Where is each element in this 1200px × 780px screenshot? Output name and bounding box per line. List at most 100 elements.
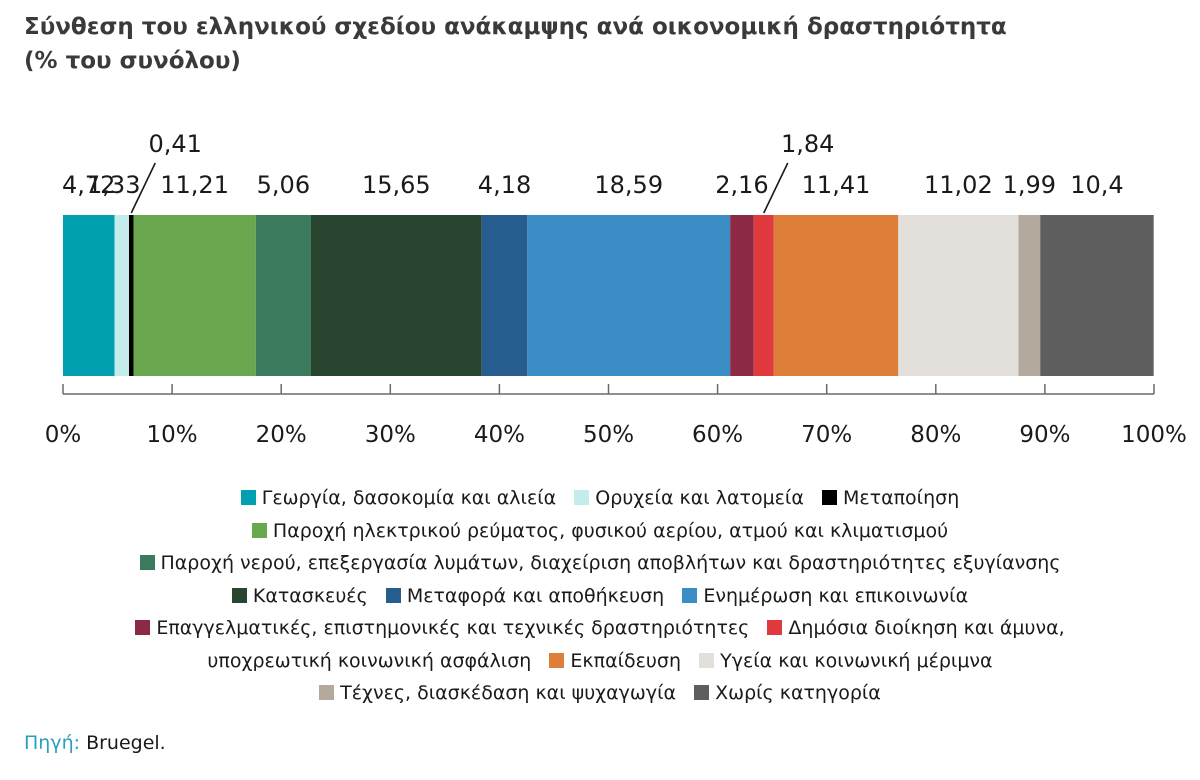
legend-swatch <box>139 555 155 570</box>
leader-lines <box>130 162 789 214</box>
legend-item: Παροχή ηλεκτρικού ρεύματος, φυσικού αερί… <box>251 515 949 548</box>
legend-label: Δημόσια διοίκηση και άμυνα, <box>788 617 1065 639</box>
value-label: 5,06 <box>257 171 310 199</box>
leader-line <box>130 162 156 214</box>
legend-line: Επαγγελματικές, επιστημονικές και τεχνικ… <box>0 612 1200 645</box>
bar-segment <box>114 215 130 376</box>
x-axis: 0% 10% 20% 30% 40% 50% 60% 70% 80% 90% 100% <box>45 384 1187 448</box>
legend-item: Τέχνες, διασκέδαση και ψυχαγωγία <box>319 677 676 710</box>
x-tick-label: 20% <box>256 422 307 448</box>
legend-label: Ενημέρωση και επικοινωνία <box>703 584 969 607</box>
legend-swatch <box>251 522 267 538</box>
legend-label: Παροχή ηλεκτρικού ρεύματος, φυσικού αερί… <box>272 519 949 542</box>
bar-segments <box>63 215 1154 376</box>
legend-swatch <box>319 685 335 700</box>
legend-label: Χωρίς κατηγορία <box>715 682 881 704</box>
legend-swatch <box>231 587 247 603</box>
legend-line: Παροχή ηλεκτρικού ρεύματος, φυσικού αερί… <box>0 515 1200 548</box>
value-label: 0,41 <box>149 130 202 158</box>
legend-item: Ενημέρωση και επικοινωνία <box>682 580 968 613</box>
legend-swatch <box>767 620 783 635</box>
value-label: 2,16 <box>715 171 768 199</box>
x-tick-label: 10% <box>147 422 198 448</box>
bar-segment <box>1018 215 1041 376</box>
legend-label: Κατασκευές <box>252 584 368 607</box>
legend-item: Γεωργία, δασοκομία και αλιεία <box>240 482 557 515</box>
bar-segment <box>898 215 1019 376</box>
legend-item: Χωρίς κατηγορία <box>694 677 881 710</box>
legend-label: Τέχνες, διασκέδαση και ψυχαγωγία <box>340 682 677 704</box>
value-label: 1,33 <box>87 171 140 199</box>
legend-swatch <box>385 587 401 603</box>
source-note: Πηγή: Bruegel. <box>24 732 166 754</box>
legend-swatch <box>240 490 256 505</box>
legend-line: Κατασκευές Μεταφορά και αποθήκευση Ενημέ… <box>0 580 1200 613</box>
legend-label: Μεταφορά και αποθήκευση <box>406 584 665 607</box>
legend-swatch <box>699 652 715 668</box>
x-tick-label: 60% <box>692 422 743 448</box>
legend-label: Υγεία και κοινωνική μέριμνα <box>720 649 993 672</box>
legend-label: Επαγγελματικές, επιστημονικές και τεχνικ… <box>156 617 750 639</box>
value-label: 10,4 <box>1070 171 1123 199</box>
legend-item: Κατασκευές <box>231 580 368 613</box>
stacked-bar-chart: 4,721,33 0,41 11,21 5,06 15,65 4,18 18,59 2,16 1… <box>45 130 1187 448</box>
legend-item: Υγεία και κοινωνική μέριμνα <box>699 645 993 678</box>
source-text: Bruegel. <box>86 732 166 754</box>
leader-line <box>763 162 789 214</box>
legend-item: Παροχή νερού, επεξεργασία λυμάτων, διαχε… <box>139 547 1061 580</box>
legend-swatch <box>694 685 710 700</box>
value-label: 11,41 <box>802 171 871 199</box>
value-label: 1,99 <box>1003 171 1056 199</box>
legend-swatch <box>682 587 698 603</box>
legend-swatch <box>574 490 590 505</box>
legend-swatch <box>821 490 837 505</box>
legend-label: Μεταποίηση <box>842 487 960 509</box>
bar-segment <box>63 215 115 376</box>
bar-segment <box>1040 215 1154 376</box>
legend-swatch <box>135 620 151 635</box>
legend-label: Ορυχεία και λατομεία <box>595 487 804 509</box>
legend-item: Μεταφορά και αποθήκευση <box>385 580 665 613</box>
legend-item: υποχρεωτική κοινωνική ασφάλιση <box>207 645 531 678</box>
value-label: 4,72 <box>62 171 115 199</box>
value-label: 4,18 <box>478 171 531 199</box>
x-tick-label: 0% <box>45 422 82 448</box>
chart-title: Σύνθεση του ελληνικού σχεδίου ανάκαμψης … <box>24 10 1007 78</box>
bar-segment <box>527 215 731 376</box>
legend-line: Γεωργία, δασοκομία και αλιεία Ορυχεία κα… <box>0 482 1200 515</box>
value-label: 11,21 <box>160 171 229 199</box>
legend-label: Παροχή νερού, επεξεργασία λυμάτων, διαχε… <box>160 552 1061 574</box>
legend: Γεωργία, δασοκομία και αλιεία Ορυχεία κα… <box>0 482 1200 710</box>
bar-segment <box>773 215 899 376</box>
x-tick-label: 90% <box>1019 422 1070 448</box>
legend-swatch <box>549 652 565 668</box>
legend-item: Ορυχεία και λατομεία <box>574 482 804 515</box>
x-tick-label: 80% <box>910 422 961 448</box>
legend-line: Παροχή νερού, επεξεργασία λυμάτων, διαχε… <box>0 547 1200 580</box>
legend-line: Τέχνες, διασκέδαση και ψυχαγωγία Χωρίς κ… <box>0 677 1200 710</box>
legend-item: Μεταποίηση <box>821 482 960 515</box>
x-tick-label: 70% <box>801 422 852 448</box>
legend-line: υποχρεωτική κοινωνική ασφάλιση Εκπαίδευσ… <box>0 645 1200 678</box>
value-label: 11,02 <box>924 171 993 199</box>
bar-segment <box>730 215 754 376</box>
x-tick-label: 100% <box>1121 422 1187 448</box>
legend-item: Δημόσια διοίκηση και άμυνα, <box>767 612 1065 645</box>
legend-label: Εκπαίδευση <box>570 649 681 672</box>
x-tick-label: 50% <box>583 422 634 448</box>
value-label: 18,59 <box>594 171 663 199</box>
x-tick-label: 40% <box>474 422 525 448</box>
bar-segment <box>133 215 256 376</box>
value-labels: 4,721,33 0,41 11,21 5,06 15,65 4,18 18,59 2,16 1… <box>62 130 1124 199</box>
legend-label: υποχρεωτική κοινωνική ασφάλιση <box>207 649 532 672</box>
value-label: 1,84 <box>781 130 834 158</box>
legend-label: Γεωργία, δασοκομία και αλιεία <box>261 487 557 509</box>
bar-segment <box>255 215 311 376</box>
bar-segment <box>310 215 482 376</box>
source-label: Πηγή: <box>24 732 81 754</box>
value-label: 15,65 <box>362 171 431 199</box>
chart-title-line1: Σύνθεση του ελληνικού σχεδίου ανάκαμψης … <box>24 14 1007 40</box>
bar-segment <box>481 215 528 376</box>
bar-segment <box>129 215 134 376</box>
chart-title-line2: (% του συνόλου) <box>24 48 241 74</box>
